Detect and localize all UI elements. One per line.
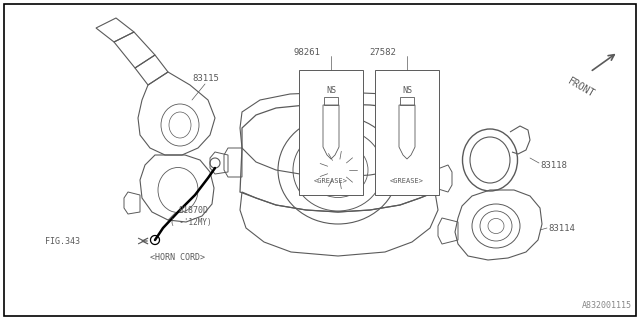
Text: 98261: 98261 (293, 47, 320, 57)
Text: FRONT: FRONT (566, 76, 596, 100)
Bar (375, 70, 439, 195)
Bar (299, 70, 363, 195)
Text: NS: NS (402, 85, 412, 94)
Text: 83114: 83114 (548, 223, 575, 233)
Text: NS: NS (326, 85, 336, 94)
Text: <GREASE>: <GREASE> (390, 178, 424, 184)
Text: <GREASE>: <GREASE> (314, 178, 348, 184)
Text: 81870D: 81870D (178, 205, 208, 214)
Text: <HORN CORD>: <HORN CORD> (150, 253, 205, 262)
Text: 83115: 83115 (192, 74, 219, 83)
Text: A832001115: A832001115 (582, 301, 632, 310)
Text: FIG.343: FIG.343 (45, 236, 80, 245)
Text: 27582: 27582 (369, 47, 396, 57)
Text: ( -'12MY): ( -'12MY) (170, 218, 212, 227)
Text: 83118: 83118 (540, 161, 567, 170)
